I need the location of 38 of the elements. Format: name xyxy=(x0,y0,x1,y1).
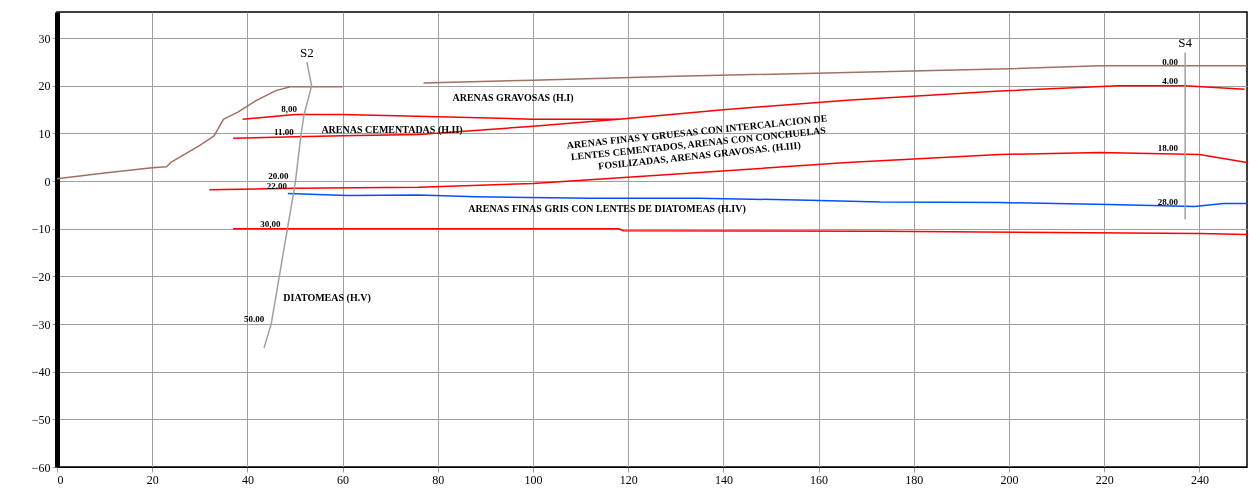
x-tick-label: 180 xyxy=(905,472,924,487)
y-tick-label: −30 xyxy=(31,317,51,332)
annotation: 11.00 xyxy=(273,126,295,137)
x-tick-label: 60 xyxy=(337,472,350,487)
annotation: ARENAS FINAS GRIS CON LENTES DE DIATOMEAS (H.IV) xyxy=(468,203,746,215)
x-tick-label: 100 xyxy=(524,472,543,487)
y-tick-label: −60 xyxy=(31,460,51,475)
annotation: 28.00 xyxy=(1157,197,1179,208)
annotation: DIATOMEAS (H.V) xyxy=(283,292,371,304)
annotation: 50.00 xyxy=(243,314,265,325)
x-tick-label: 160 xyxy=(810,472,829,487)
series-label: S4 xyxy=(1178,35,1193,51)
series-label: S2 xyxy=(300,45,314,61)
annotation: 8,00 xyxy=(281,104,298,115)
y-tick-label: 30 xyxy=(38,31,51,46)
y-tick-label: 0 xyxy=(44,174,51,189)
x-tick-label: 20 xyxy=(146,472,159,487)
x-tick-label: 40 xyxy=(241,472,254,487)
x-tick-label: 200 xyxy=(1000,472,1019,487)
y-tick-label: −10 xyxy=(31,222,51,237)
annotation: 30,00 xyxy=(260,218,281,229)
annotation: 4.00 xyxy=(1162,75,1179,86)
y-tick-label: −50 xyxy=(31,412,51,427)
annotation: 0.00 xyxy=(1162,56,1179,67)
x-tick-label: 80 xyxy=(432,472,445,487)
x-tick-label: 140 xyxy=(714,472,733,487)
y-tick-label: −40 xyxy=(31,365,51,380)
annotation: 18.00 xyxy=(1157,142,1179,153)
annotation: ARENAS FINAS Y GRUESAS CON INTERCALACION DE LENTES CEMENTADOS, ARENAS CON CONCHUELAS FOSILIZADAS, ARENAS GRAVOSAS. (H.III) xyxy=(566,112,829,173)
annotation: ARENAS GRAVOSAS (H.I) xyxy=(452,92,574,104)
x-tick-label: 120 xyxy=(619,472,638,487)
x-tick-label: 240 xyxy=(1190,472,1209,487)
y-tick-label: 20 xyxy=(38,79,51,94)
y-tick-label: 10 xyxy=(38,126,51,141)
annotation: 20.00 xyxy=(268,171,289,182)
x-tick-label: 220 xyxy=(1095,472,1114,487)
y-tick-label: −20 xyxy=(31,269,51,284)
x-tick-label: 0 xyxy=(57,472,64,487)
